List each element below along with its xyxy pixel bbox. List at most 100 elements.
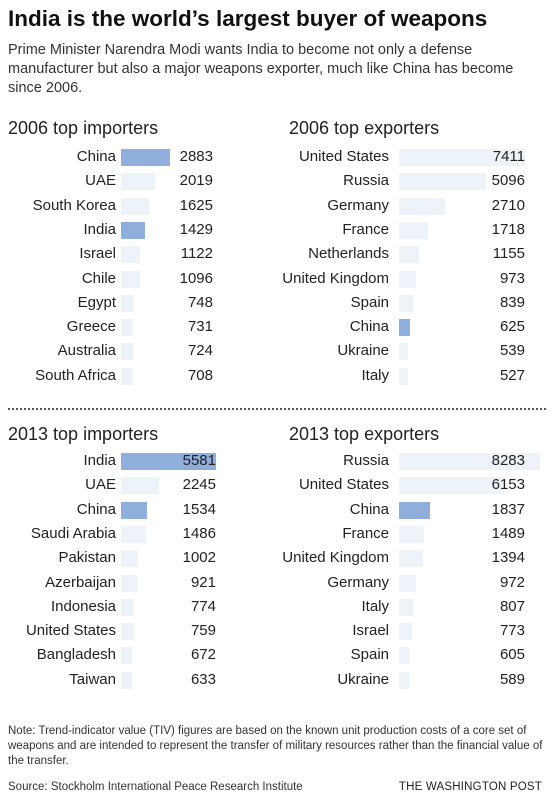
category-label: Israel [352, 622, 389, 640]
bar [121, 149, 171, 166]
category-label: Russia [343, 452, 389, 469]
category-label: Greece [66, 318, 116, 336]
bar [399, 197, 446, 215]
category-label: Israel [79, 245, 116, 263]
chart-title: India is the world’s largest buyer of we… [8, 6, 488, 31]
bar [121, 477, 160, 495]
value-label: 2245 [182, 476, 216, 494]
value-label: 2710 [491, 196, 525, 214]
value-label: 748 [187, 293, 213, 311]
value-label: 759 [190, 622, 216, 640]
category-label: Azerbaijan [45, 573, 116, 591]
value-label: 773 [499, 622, 525, 640]
bar [121, 598, 135, 616]
category-label: Taiwan [69, 670, 116, 688]
category-label: Chile [81, 269, 116, 287]
value-label: 973 [499, 269, 525, 287]
source-line: Source: Stockholm International Peace Re… [8, 781, 303, 793]
category-label: Italy [361, 597, 389, 615]
category-label: Spain [350, 293, 389, 311]
bar [399, 173, 486, 191]
bar [121, 270, 140, 288]
value-label: 625 [499, 318, 525, 336]
bar [399, 294, 414, 312]
value-label: 774 [190, 597, 216, 615]
bar [399, 319, 410, 337]
bar [121, 550, 139, 568]
category-label: UAE [85, 476, 116, 494]
bar [399, 574, 416, 592]
value-label: 6153 [491, 476, 525, 494]
panel-title-2013-importers: 2013 top importers [8, 424, 159, 444]
category-label: United Kingdom [282, 269, 389, 287]
category-label: India [83, 220, 116, 238]
bar [399, 671, 410, 689]
category-label: Russia [343, 172, 389, 190]
category-label: China [76, 500, 116, 518]
footnote: Note: Trend-indicator value (TIV) figure… [8, 725, 543, 767]
bar [121, 525, 147, 543]
chart-subtitle: Prime Minister Narendra Modi wants India… [8, 42, 514, 96]
value-label: 972 [499, 573, 525, 591]
category-label: France [342, 220, 389, 238]
category-label: United States [25, 622, 116, 640]
bar [121, 294, 134, 312]
value-label: 539 [499, 342, 525, 360]
value-label: 1625 [179, 196, 213, 214]
value-label: 527 [499, 366, 525, 384]
value-label: 807 [499, 597, 525, 615]
category-label: Netherlands [308, 245, 389, 263]
bar [121, 197, 149, 215]
category-label: Germany [327, 573, 389, 591]
category-label: South Korea [32, 196, 116, 214]
bar [121, 671, 132, 689]
value-label: 5581 [182, 452, 216, 469]
bar [399, 453, 540, 470]
category-label: France [342, 524, 389, 542]
value-label: 1122 [180, 245, 213, 263]
bar [121, 623, 134, 641]
value-label: 1486 [182, 524, 216, 542]
category-label: Italy [361, 366, 389, 384]
value-label: 1096 [179, 269, 213, 287]
category-label: China [349, 500, 389, 518]
value-label: 7411 [492, 148, 525, 165]
bar [399, 246, 419, 264]
category-label: Spain [350, 646, 389, 664]
category-label: United States [298, 476, 389, 494]
category-label: Germany [327, 196, 389, 214]
publisher-credit: THE WASHINGTON POST [398, 781, 542, 793]
category-label: Ukraine [337, 342, 389, 360]
section-divider [8, 408, 546, 410]
bar [121, 647, 133, 665]
bar [399, 647, 410, 665]
value-label: 1534 [182, 500, 216, 518]
value-label: 8283 [491, 452, 525, 469]
category-label: Ukraine [337, 670, 389, 688]
bar [399, 343, 409, 361]
bar [399, 149, 526, 166]
bar [399, 525, 425, 543]
bar [399, 598, 413, 616]
value-label: 5096 [491, 172, 525, 190]
category-label: Bangladesh [36, 646, 116, 664]
bar [121, 453, 216, 470]
value-label: 589 [499, 670, 525, 688]
category-label: China [76, 148, 116, 165]
bar [121, 246, 141, 264]
bar [121, 574, 137, 592]
panel-title-2006-importers: 2006 top importers [8, 118, 159, 138]
value-label: 672 [190, 646, 216, 664]
panel-title-2013-exporters: 2013 top exporters [289, 424, 440, 444]
value-label: 1002 [182, 549, 216, 567]
value-label: 1394 [491, 549, 525, 567]
category-label: Saudi Arabia [30, 524, 116, 542]
value-label: 633 [190, 670, 216, 688]
category-label: Indonesia [50, 597, 116, 615]
value-label: 1155 [492, 245, 525, 263]
value-label: 1718 [491, 220, 525, 238]
value-label: 605 [499, 646, 525, 664]
